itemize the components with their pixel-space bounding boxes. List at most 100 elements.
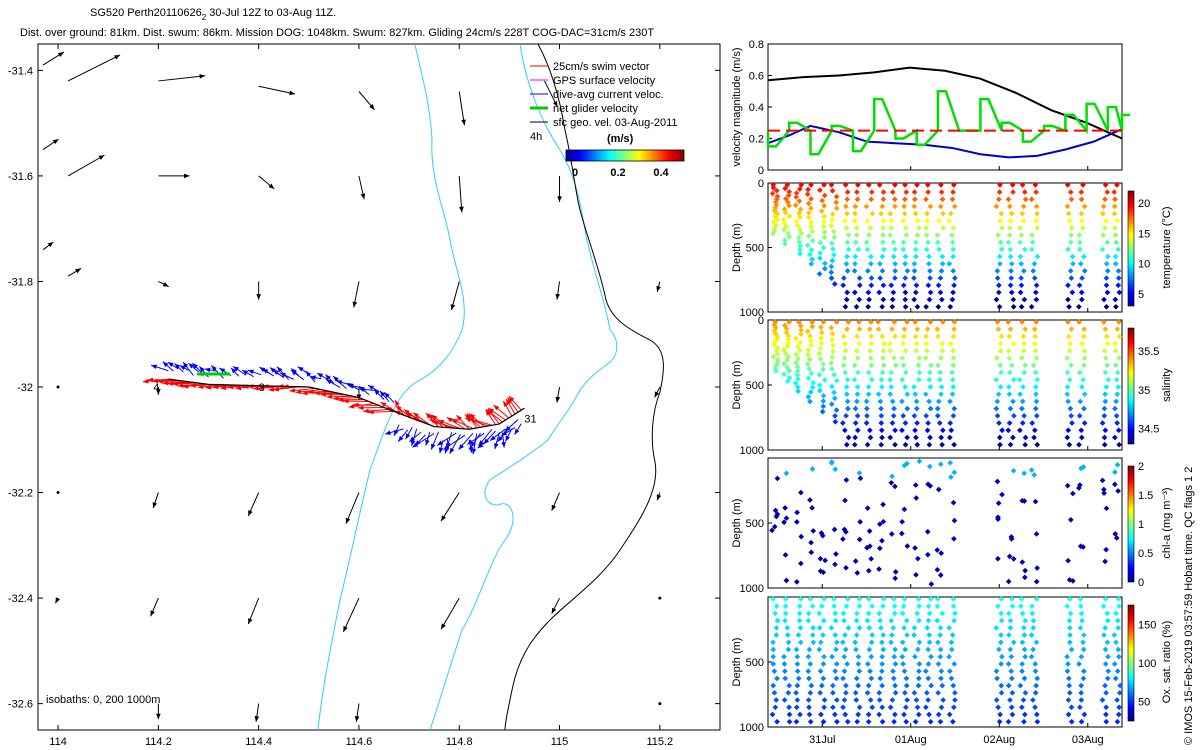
depth-marker [1112, 196, 1118, 203]
map-xtick-label: 114.4 [245, 736, 272, 748]
dac-vector-head [248, 369, 254, 375]
depth-marker [1065, 319, 1071, 325]
depth-marker [821, 697, 828, 703]
depth-marker [1111, 210, 1118, 217]
depth-marker [1031, 326, 1038, 333]
depth-marker [1017, 289, 1024, 296]
depth-marker [817, 356, 824, 362]
swim-vector-head [307, 389, 314, 395]
depth-marker [828, 401, 835, 407]
depth-marker [855, 246, 862, 253]
depth-marker [1099, 477, 1106, 484]
depth-marker [1021, 369, 1028, 376]
depth-marker [922, 355, 929, 361]
depth-marker [817, 239, 824, 246]
depth-marker [892, 569, 899, 575]
depth-marker [879, 718, 886, 725]
depth-marker [1008, 704, 1015, 711]
depth-marker [804, 242, 811, 249]
geo-vector [56, 385, 60, 389]
depth-marker [937, 289, 944, 296]
swim-vector-head [177, 383, 184, 388]
depth-marker [880, 282, 887, 289]
depth-marker [784, 632, 791, 638]
depth-marker [832, 413, 838, 419]
depth-marker [821, 229, 828, 235]
depth-marker [869, 376, 875, 383]
depth-marker [1081, 405, 1087, 412]
depth-marker [864, 505, 871, 512]
depth-marker [793, 194, 800, 200]
depth-marker [888, 282, 895, 289]
depth-marker [923, 225, 929, 231]
geo-vector-head [254, 716, 260, 722]
depth-marker [875, 391, 882, 398]
depth-marker [1100, 319, 1107, 325]
depth-marker [938, 550, 945, 556]
depth-marker [1008, 653, 1015, 660]
geo-vector-head [450, 304, 456, 311]
depth-marker [805, 393, 812, 400]
depth-marker [946, 260, 953, 267]
depth-marker [1031, 427, 1038, 434]
map-ytick-label: -31.6 [8, 171, 33, 183]
depth-marker [926, 463, 933, 470]
depth-marker [856, 603, 863, 610]
depth-colorbar-tick: 100 [1138, 658, 1156, 670]
depth-marker [934, 326, 941, 333]
depth-marker [1032, 333, 1038, 340]
depth-marker [1005, 682, 1012, 689]
depth-marker [997, 239, 1004, 246]
depth-marker [1031, 275, 1038, 281]
depth-marker [805, 375, 812, 381]
depth-marker [1008, 289, 1015, 296]
depth-marker [934, 547, 941, 553]
depth-marker [854, 333, 860, 340]
depth-marker [854, 718, 861, 725]
depth-marker [1019, 668, 1025, 675]
depth-marker [831, 596, 837, 602]
depth-marker [868, 319, 874, 325]
depth-marker [869, 210, 876, 217]
depth-marker [818, 324, 824, 331]
depth-marker [1112, 481, 1118, 488]
depth-marker [911, 625, 918, 631]
coastline [504, 43, 664, 731]
depth-marker [1009, 603, 1016, 610]
depth-marker [816, 625, 823, 631]
depth-marker [809, 319, 816, 325]
depth-marker [794, 343, 801, 350]
depth-marker [1011, 413, 1017, 419]
depth-marker [996, 420, 1002, 426]
depth-marker [925, 617, 932, 624]
depth-marker [948, 210, 954, 217]
depth-marker [1017, 682, 1024, 689]
depth-marker [926, 376, 933, 383]
depth-marker [889, 420, 896, 426]
dac-vector-head [259, 367, 266, 373]
depth-marker [854, 398, 860, 405]
depth-marker [869, 603, 875, 610]
depth-marker [797, 250, 803, 257]
depth-marker [810, 625, 816, 631]
swim-vector-head [451, 419, 458, 424]
depth-marker [822, 265, 828, 272]
depth-marker [993, 625, 1000, 631]
depth-marker [1102, 225, 1108, 231]
dac-vector-head [188, 363, 195, 369]
depth-marker [993, 296, 1000, 303]
depth-marker [890, 289, 897, 296]
depth-marker [773, 187, 780, 194]
depth-marker [1116, 319, 1122, 325]
depth-marker [842, 369, 849, 376]
depth-marker [853, 646, 859, 653]
depth-marker [809, 323, 816, 330]
depth-marker [856, 536, 863, 543]
depth-marker [782, 240, 788, 247]
depth-marker [1079, 225, 1086, 231]
depth-marker [914, 182, 920, 188]
depth-marker [833, 551, 839, 557]
depth-marker [1079, 384, 1085, 390]
depth-marker [794, 668, 801, 675]
depth-marker [1102, 646, 1109, 653]
